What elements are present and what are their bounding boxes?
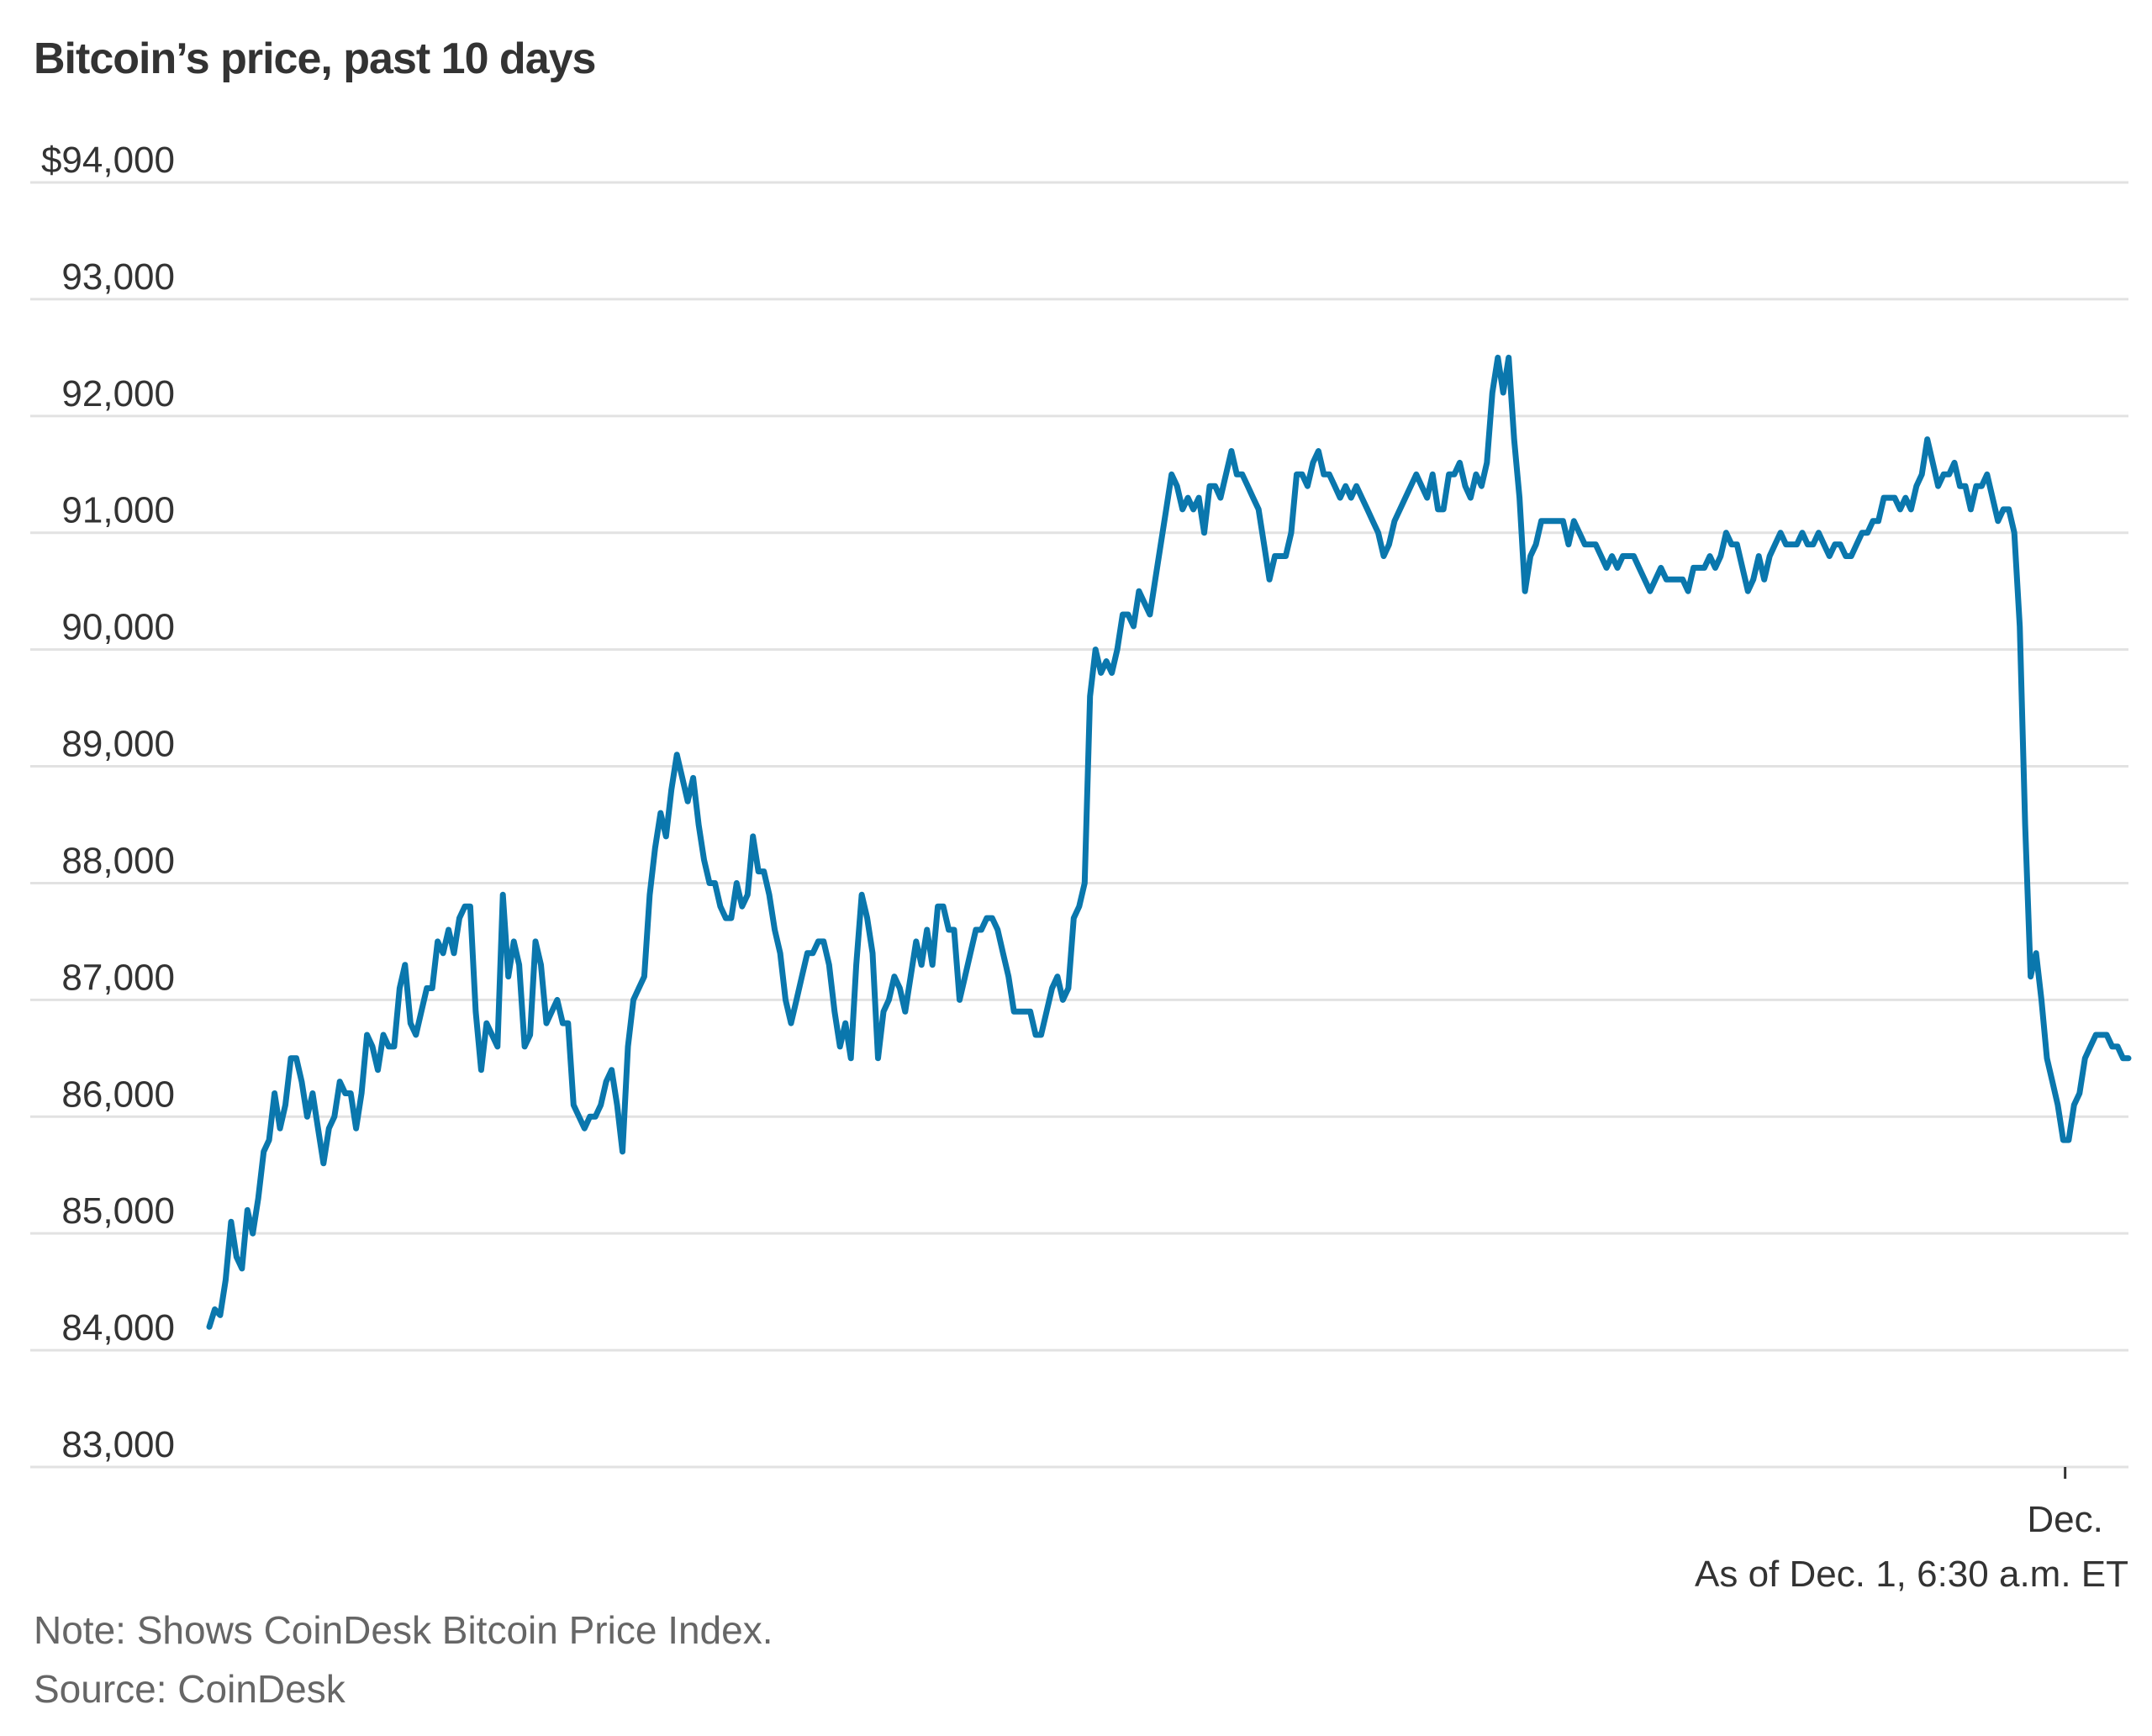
y-tick-label: $94,000 (41, 140, 175, 181)
y-tick-label: 88,000 (61, 840, 175, 881)
y-tick-label: 84,000 (61, 1307, 175, 1348)
y-tick-label: 89,000 (61, 724, 175, 765)
y-tick-label: 93,000 (61, 256, 175, 298)
series-line-bitcoin-price (206, 354, 2132, 1330)
chart-title: Bitcoin’s price, past 10 days (34, 34, 596, 83)
x-tick-label-dec: Dec. (2027, 1499, 2102, 1540)
y-tick-label: 87,000 (61, 957, 175, 998)
as-of-label: As of Dec. 1, 6:30 a.m. ET (1695, 1554, 2128, 1595)
y-tick-label: 83,000 (61, 1424, 175, 1465)
y-axis-tick-labels: $94,000 93,000 92,000 91,000 90,000 89,000 88,… (41, 140, 175, 1465)
x-axis: Dec. As of Dec. 1, 6:30 a.m. ET (1695, 1467, 2128, 1595)
chart-source: Source: CoinDesk (34, 1667, 345, 1711)
chart-note: Note: Shows CoinDesk Bitcoin Price Index… (34, 1608, 773, 1652)
y-tick-label: 91,000 (61, 490, 175, 531)
y-tick-label: 92,000 (61, 373, 175, 414)
y-tick-label: 86,000 (61, 1074, 175, 1115)
gridlines (30, 181, 2128, 1469)
y-tick-label: 85,000 (61, 1190, 175, 1232)
y-tick-label: 90,000 (61, 607, 175, 648)
